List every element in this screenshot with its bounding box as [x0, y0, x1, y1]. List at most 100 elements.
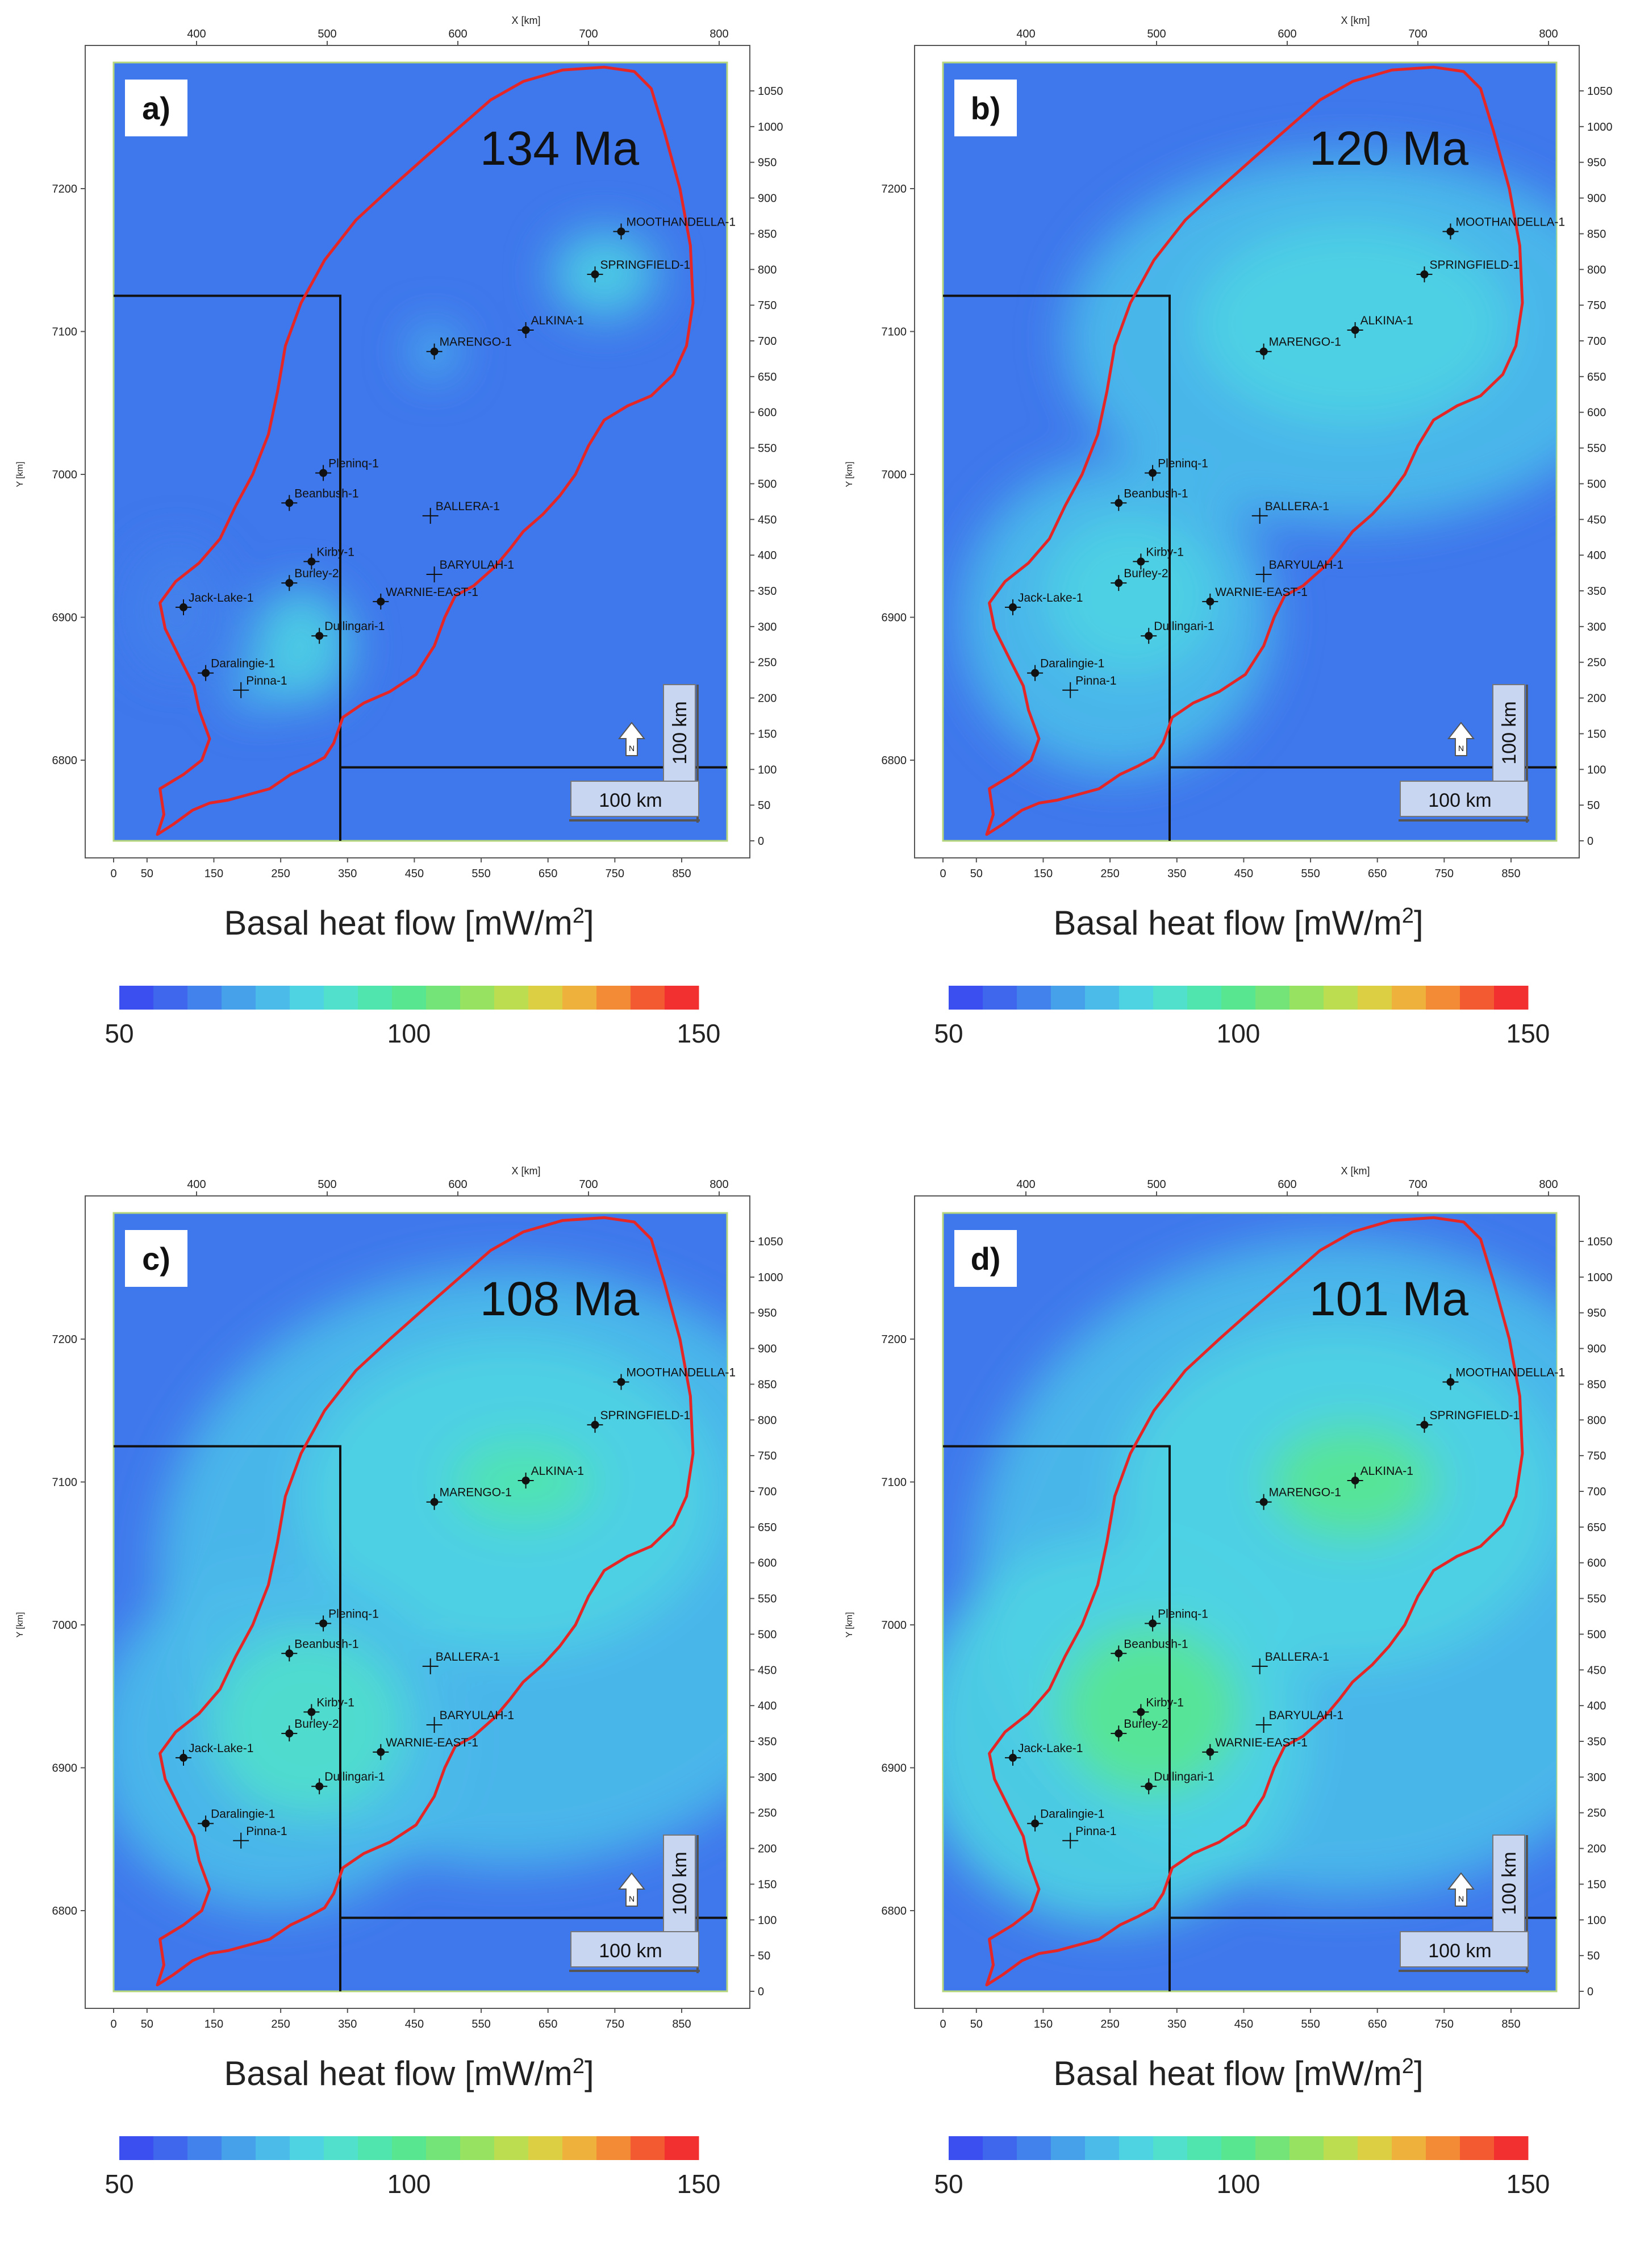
- y-left-tick-label: 7100: [52, 1477, 78, 1489]
- scale-bar-horizontal-label: 100 km: [599, 790, 662, 811]
- y-right-tick-label: 800: [758, 1414, 777, 1427]
- x-bottom-tick-label: 350: [338, 2018, 357, 2031]
- y-left-tick-label: 6800: [882, 754, 907, 767]
- x-bottom-tick-label: 50: [970, 868, 983, 880]
- x-top-tick-label: 700: [1408, 1178, 1427, 1191]
- x-bottom-tick-label: 0: [940, 868, 946, 880]
- x-top-tick-label: 800: [1539, 28, 1558, 40]
- well-label: Pleninq-1: [328, 1607, 379, 1620]
- y-right-tick-label: 850: [758, 1378, 777, 1391]
- x-top-tick-label: 600: [1278, 1178, 1296, 1191]
- north-arrow-label: N: [629, 1894, 635, 1903]
- colorbar-swatch: [631, 2136, 665, 2160]
- x-top-tick-label: 700: [1408, 28, 1427, 40]
- y-right-tick-label: 150: [1587, 728, 1606, 740]
- colorbar-tick-label: 150: [1506, 1019, 1550, 1048]
- y-left-tick-label: 7000: [882, 469, 907, 481]
- colorbar-swatch: [1085, 986, 1120, 1010]
- colorbar-swatch: [1153, 2136, 1188, 2160]
- well-label: SPRINGFIELD-1: [600, 259, 691, 272]
- panel-label: c): [142, 1241, 170, 1277]
- well-label: ALKINA-1: [531, 1465, 584, 1478]
- x-top-tick-label: 400: [1016, 1178, 1035, 1191]
- y-right-tick-label: 300: [758, 621, 777, 633]
- x-top-tick-label: 500: [1147, 28, 1166, 40]
- colorbar-swatch: [1119, 2136, 1154, 2160]
- colorbar-swatch: [1494, 986, 1529, 1010]
- y-right-tick-label: 0: [1587, 1986, 1593, 1998]
- colorbar-swatch: [1085, 2136, 1120, 2160]
- x-bottom-tick-label: 850: [1501, 868, 1520, 880]
- colorbar-swatch: [1221, 2136, 1256, 2160]
- colorbar-swatch: [1392, 986, 1426, 1010]
- y-right-tick-label: 250: [758, 657, 777, 669]
- colorbar-swatch: [119, 986, 154, 1010]
- colorbar-swatch: [665, 986, 699, 1010]
- colorbar-swatch: [1255, 2136, 1290, 2160]
- colorbar-title: Basal heat flow [mW/m2]: [1053, 2054, 1423, 2092]
- y-right-tick-label: 100: [758, 1914, 777, 1927]
- y-left-tick-label: 6900: [52, 1762, 78, 1775]
- x-bottom-tick-label: 250: [1100, 868, 1119, 880]
- well-label: Burley-2: [1124, 1717, 1168, 1731]
- well-label: MOOTHANDELLA-1: [627, 1366, 736, 1379]
- colorbar-tick-label: 100: [387, 1019, 431, 1048]
- x-bottom-tick-label: 50: [141, 2018, 153, 2031]
- well-label: WARNIE-EAST-1: [386, 1736, 478, 1749]
- y-right-tick-label: 50: [758, 799, 770, 812]
- y-right-tick-label: 450: [758, 514, 777, 526]
- x-axis-title: X [km]: [1341, 15, 1370, 26]
- y-right-tick-label: 600: [1587, 1557, 1606, 1570]
- colorbar-swatch: [1392, 2136, 1426, 2160]
- x-bottom-tick-label: 650: [1368, 868, 1387, 880]
- y-right-tick-label: 850: [758, 228, 777, 240]
- y-right-tick-label: 400: [1587, 1700, 1606, 1712]
- colorbar-tick-label: 100: [1217, 1019, 1261, 1048]
- y-left-tick-label: 6900: [882, 1762, 907, 1775]
- colorbar-swatch: [1051, 986, 1086, 1010]
- colorbar-swatch: [1289, 986, 1324, 1010]
- well-label: BALLERA-1: [1265, 1650, 1329, 1664]
- well-label: Dullingari-1: [324, 620, 385, 633]
- colorbar-swatch: [392, 986, 427, 1010]
- y-right-tick-label: 100: [1587, 764, 1606, 776]
- well-label: Burley-2: [294, 567, 339, 580]
- well-label: ALKINA-1: [1360, 314, 1413, 327]
- y-right-tick-label: 200: [758, 1843, 777, 1856]
- colorbar-tick-label: 50: [934, 2169, 963, 2199]
- panel-label: b): [971, 90, 1001, 126]
- x-bottom-tick-label: 850: [672, 2018, 691, 2031]
- well-label: MARENGO-1: [440, 1486, 512, 1499]
- panel-label: a): [142, 90, 170, 126]
- y-left-tick-label: 6800: [52, 1905, 78, 1917]
- y-right-tick-label: 450: [758, 1664, 777, 1677]
- y-left-tick-label: 6800: [882, 1905, 907, 1917]
- colorbar-swatch: [222, 986, 256, 1010]
- scale-bar-vertical-label: 100 km: [669, 1852, 691, 1915]
- well-label: SPRINGFIELD-1: [600, 1409, 691, 1422]
- x-bottom-tick-label: 750: [1435, 868, 1454, 880]
- well-label: Jack-Lake-1: [189, 1742, 253, 1755]
- well-label: Jack-Lake-1: [1018, 591, 1083, 604]
- y-right-tick-label: 850: [1587, 228, 1606, 240]
- x-top-tick-label: 600: [448, 1178, 467, 1191]
- y-right-tick-label: 400: [758, 549, 777, 562]
- colorbar-swatch: [153, 2136, 188, 2160]
- y-right-tick-label: 650: [1587, 371, 1606, 383]
- y-right-tick-label: 1050: [1587, 1236, 1613, 1248]
- colorbar-swatch: [949, 986, 983, 1010]
- y-left-tick-label: 7200: [882, 183, 907, 195]
- age-label: 108 Ma: [480, 1272, 639, 1325]
- y-right-tick-label: 550: [758, 443, 777, 455]
- well-label: Beanbush-1: [294, 1637, 358, 1650]
- colorbar-title: Basal heat flow [mW/m2]: [224, 904, 594, 942]
- y-right-tick-label: 150: [758, 1878, 777, 1891]
- colorbar-swatch: [1460, 986, 1495, 1010]
- x-bottom-tick-label: 550: [1301, 2018, 1320, 2031]
- colorbar-swatch: [528, 2136, 563, 2160]
- colorbar-swatch: [187, 986, 222, 1010]
- y-axis-title: Y [km]: [15, 461, 25, 487]
- x-bottom-tick-label: 550: [471, 868, 490, 880]
- y-right-tick-label: 50: [1587, 1950, 1600, 1962]
